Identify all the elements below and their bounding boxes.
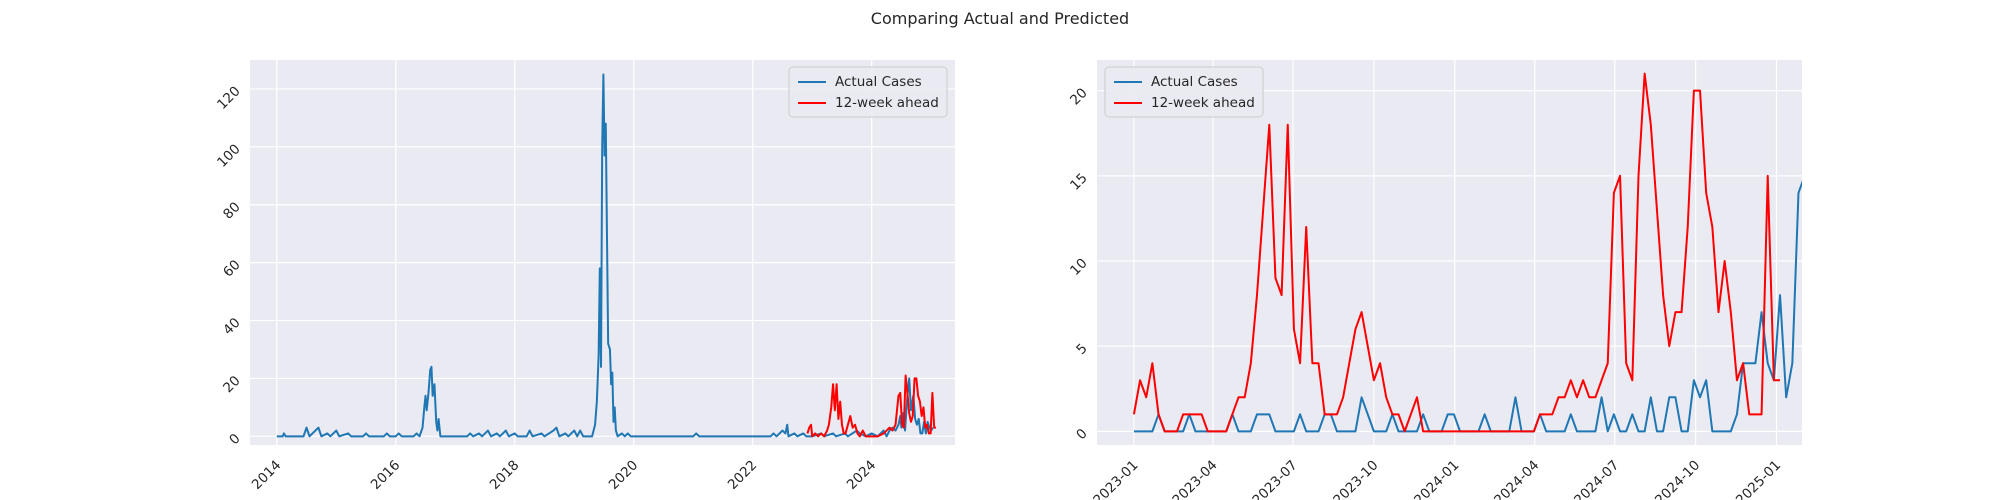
legend-box [1104,66,1264,118]
y-tick-label: 10 [1067,255,1090,278]
figure-title: Comparing Actual and Predicted [871,9,1129,28]
legend-label: Actual Cases [1151,74,1238,90]
x-tick-label: 2023-01 [1090,457,1141,500]
legend: Actual Cases 12-week ahead [788,66,948,118]
x-tick-label: 2023-04 [1169,457,1220,500]
x-tick-label: 2023-07 [1249,457,1300,500]
series-line-predicted [806,374,936,438]
x-tick-label: 2024-10 [1652,457,1703,500]
y-tick-label: 120 [214,83,244,113]
y-tick-label: 20 [220,373,243,396]
x-tick-label: 2024 [844,457,880,493]
x-tick-label: 2024-01 [1411,457,1462,500]
x-tick-label: 2023-10 [1330,457,1381,500]
y-tick-label: 15 [1067,170,1090,193]
x-tick-label: 2025-01 [1733,457,1784,500]
series-line-predicted [1132,72,1781,433]
legend-box [788,66,948,118]
chart-right: 2023-01 2023-04 2023-07 2023-10 2024-01 2024-… [1067,60,1802,500]
y-tick-label: 80 [220,199,243,222]
y-tick-label: 0 [1073,426,1090,443]
y-tick-label: 100 [214,141,244,171]
legend-label: 12-week ahead [1151,95,1255,111]
x-tick-label: 2020 [606,457,642,493]
y-tick-label: 5 [1073,341,1090,358]
x-tick-label: 2024-07 [1571,457,1622,500]
y-tick-label: 20 [1067,85,1090,108]
y-tick-label: 0 [226,431,243,448]
legend-label: Actual Cases [835,74,922,90]
x-tick-label: 2024-04 [1491,457,1542,500]
y-tick-label: 60 [220,257,243,280]
x-tick-label: 2022 [725,457,761,493]
legend: Actual Cases 12-week ahead [1104,66,1264,118]
x-tick-label: 2016 [368,457,404,493]
x-tick-label: 2014 [249,457,285,493]
x-tick-label: 2018 [487,457,523,493]
y-tick-label: 40 [220,315,243,338]
chart-left: 2014 2016 2018 2020 2022 2024 0 20 40 60 80 100 120 A… [214,60,955,493]
plot-area [1097,60,1802,445]
legend-label: 12-week ahead [835,95,939,111]
